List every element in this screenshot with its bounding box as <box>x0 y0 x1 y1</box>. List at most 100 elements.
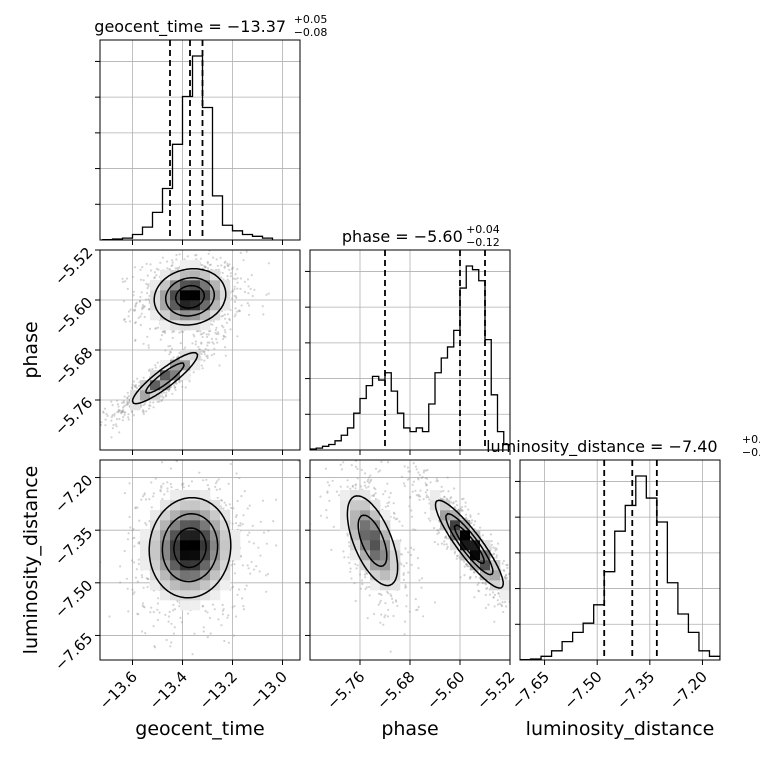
sample-point <box>106 414 109 417</box>
sample-point <box>365 586 368 589</box>
sample-point <box>396 517 399 520</box>
sample-point <box>225 321 228 324</box>
sample-point <box>353 582 356 585</box>
sample-point <box>134 305 137 308</box>
sample-point <box>165 638 168 642</box>
sample-point <box>481 582 484 585</box>
sample-point <box>124 320 127 323</box>
sample-point <box>515 615 517 617</box>
density-cell <box>470 540 481 551</box>
sample-point <box>130 386 133 389</box>
sample-point <box>326 481 329 484</box>
density-cell <box>380 530 391 541</box>
sample-point <box>206 341 209 344</box>
sample-point <box>228 263 231 266</box>
sample-point <box>380 593 383 597</box>
sample-point <box>216 496 219 499</box>
sample-point <box>386 482 389 485</box>
sample-point <box>126 391 129 394</box>
sample-point <box>145 577 148 580</box>
sample-point <box>236 593 239 596</box>
sample-point <box>517 582 519 584</box>
sample-point <box>351 485 354 488</box>
sample-point <box>502 568 505 572</box>
sample-point <box>202 626 205 629</box>
sample-point <box>233 285 236 288</box>
sample-point <box>186 255 189 258</box>
sample-point <box>384 614 387 617</box>
sample-point <box>388 501 391 504</box>
sample-point <box>225 245 227 247</box>
density-cell <box>160 570 171 581</box>
sample-point <box>444 535 447 539</box>
sample-point <box>445 543 448 546</box>
sample-point <box>209 632 212 635</box>
sample-point <box>403 484 406 488</box>
sample-point <box>217 478 220 481</box>
sample-point <box>511 582 513 584</box>
density-cells <box>130 260 231 411</box>
sample-point <box>169 350 172 353</box>
sample-point <box>223 265 226 268</box>
density-cell <box>130 400 141 411</box>
density-cell <box>370 580 381 591</box>
sample-point <box>205 355 208 358</box>
sample-point <box>163 493 166 496</box>
sample-point <box>124 411 127 414</box>
x-tick-label: −13.0 <box>246 668 291 713</box>
sample-point <box>161 395 164 398</box>
density-cell <box>220 570 231 581</box>
sample-point <box>157 326 160 329</box>
sample-point <box>232 634 235 637</box>
density-cell <box>190 360 201 371</box>
sample-point <box>192 371 195 374</box>
density-cell <box>200 270 211 281</box>
sample-point <box>392 614 395 618</box>
sample-point <box>206 354 209 357</box>
sample-point <box>141 304 144 307</box>
sample-point <box>452 502 455 505</box>
sample-point <box>224 504 228 507</box>
sample-point <box>143 402 147 405</box>
sample-point <box>104 424 107 427</box>
sample-point <box>459 576 462 579</box>
sample-point <box>488 593 492 596</box>
contour-level <box>173 527 207 569</box>
sample-point <box>147 308 150 311</box>
sample-point <box>374 492 377 495</box>
sample-point <box>187 484 190 487</box>
sample-point <box>146 585 149 589</box>
sample-point <box>503 576 506 579</box>
density-cell <box>210 280 221 291</box>
density-cell <box>160 360 171 371</box>
density-cell <box>180 530 191 541</box>
density-cell <box>170 490 181 501</box>
sample-point <box>124 404 127 407</box>
sample-point <box>424 476 427 480</box>
density-cell <box>220 580 231 591</box>
sample-point <box>234 278 237 281</box>
density-cell <box>220 560 231 571</box>
sample-point <box>211 247 213 249</box>
sample-point <box>235 310 239 313</box>
contour-lines <box>148 496 232 599</box>
sample-point <box>409 553 413 557</box>
sample-point <box>398 520 401 523</box>
density-cell <box>490 580 501 591</box>
sample-point <box>222 337 225 341</box>
contour-level <box>174 284 206 309</box>
density-cell <box>180 580 191 591</box>
y-tick-label: −5.60 <box>51 294 96 339</box>
sample-point <box>236 287 239 290</box>
sample-point <box>150 481 153 484</box>
sample-point <box>149 404 152 407</box>
density-cell <box>160 300 171 311</box>
sample-point <box>100 423 103 427</box>
sample-point <box>158 611 161 614</box>
sample-point <box>123 401 126 404</box>
sample-point <box>414 598 417 601</box>
sample-point <box>100 421 103 424</box>
density-cell <box>450 510 461 521</box>
sample-point <box>510 615 512 617</box>
